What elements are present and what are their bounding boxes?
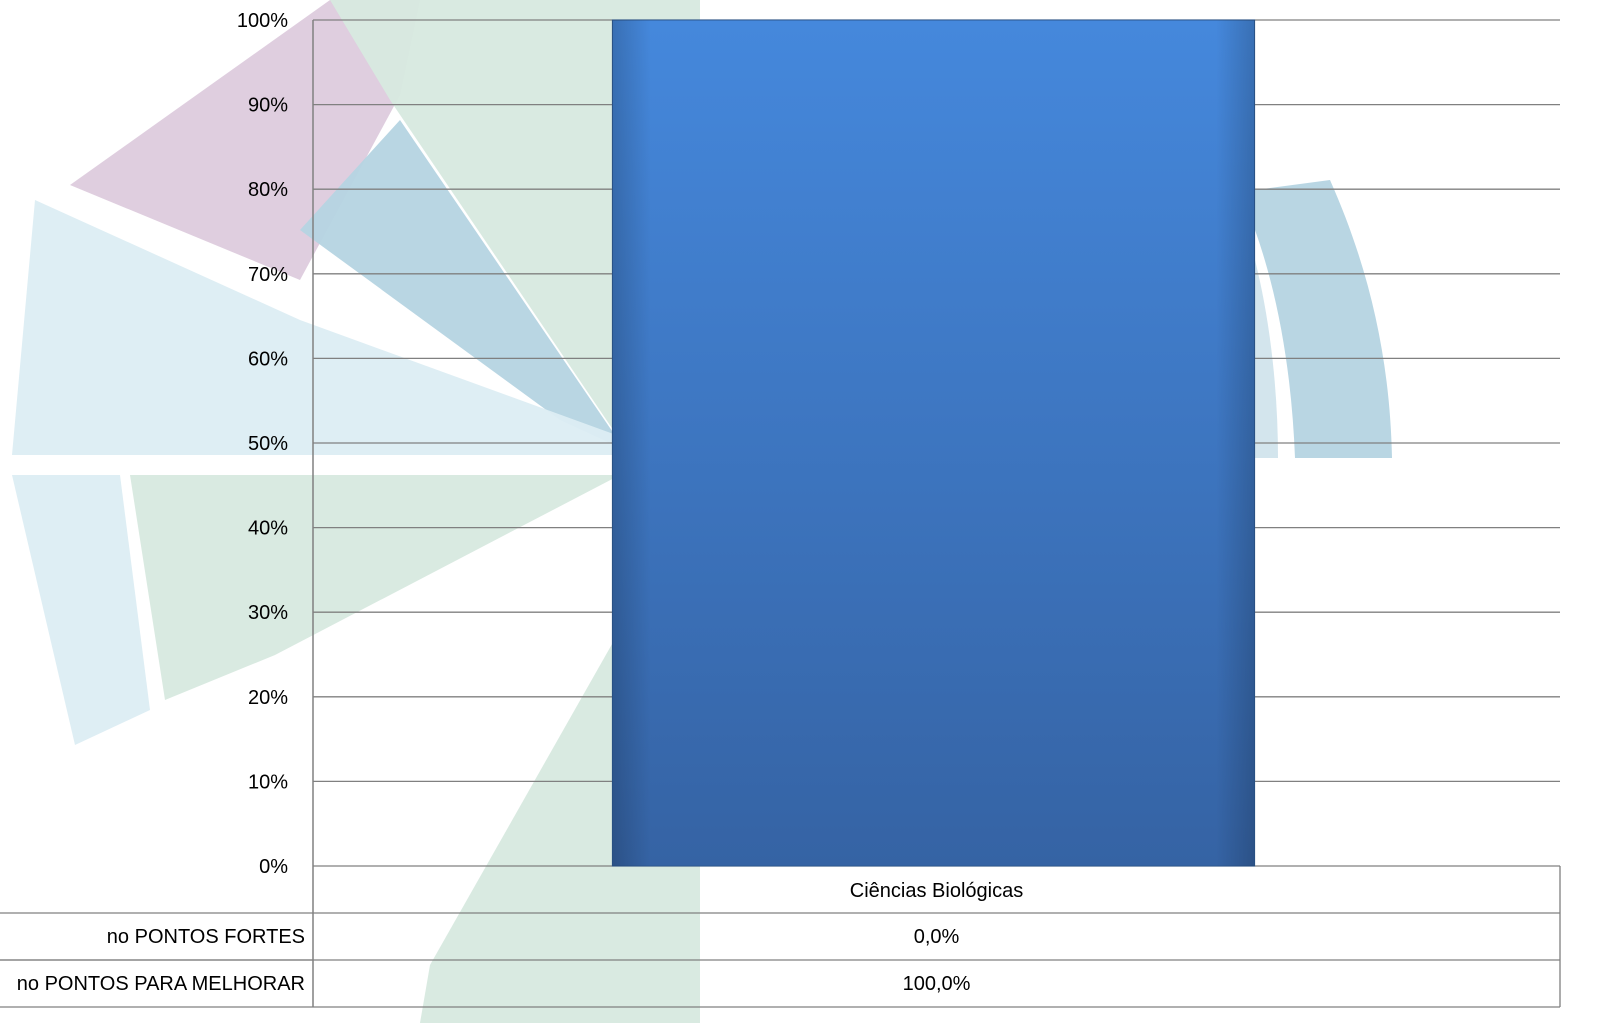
- table-cell-value: 0,0%: [914, 926, 960, 948]
- y-tick-label: 30%: [248, 602, 288, 624]
- y-tick-label: 100%: [237, 10, 288, 32]
- y-tick-label: 20%: [248, 687, 288, 709]
- table-cell-value: 100,0%: [903, 973, 971, 995]
- y-tick-label: 80%: [248, 179, 288, 201]
- category-label: Ciências Biológicas: [850, 880, 1023, 902]
- watermark-green-band-lower: [130, 475, 620, 700]
- y-tick-label: 50%: [248, 433, 288, 455]
- y-tick-label: 0%: [259, 856, 288, 878]
- y-tick-label: 40%: [248, 518, 288, 540]
- y-tick-label: 90%: [248, 95, 288, 117]
- watermark-blue-sector: [300, 120, 625, 450]
- y-tick-label: 70%: [248, 264, 288, 286]
- watermark-green-sector-top: [330, 0, 700, 470]
- y-tick-label: 60%: [248, 348, 288, 370]
- watermark-lightblue-band-lower: [12, 475, 150, 745]
- bar-shading: [612, 20, 1255, 866]
- table-row-label: no PONTOS FORTES: [107, 926, 305, 948]
- watermark-blue-arc-right: [1255, 180, 1392, 458]
- data-table: Ciências Biológicas no PONTOS FORTES 0,0% n…: [0, 866, 1561, 1008]
- background-watermark: [12, 0, 1392, 1023]
- bars: [611, 19, 1256, 867]
- table-row-label: no PONTOS PARA MELHORAR: [17, 973, 305, 995]
- y-tick-label: 10%: [248, 771, 288, 793]
- watermark-lightblue-sector-left: [12, 200, 630, 455]
- y-axis-tick-labels: 0% 10% 20% 30% 40% 50% 60% 70% 80% 90% 100%: [237, 10, 288, 878]
